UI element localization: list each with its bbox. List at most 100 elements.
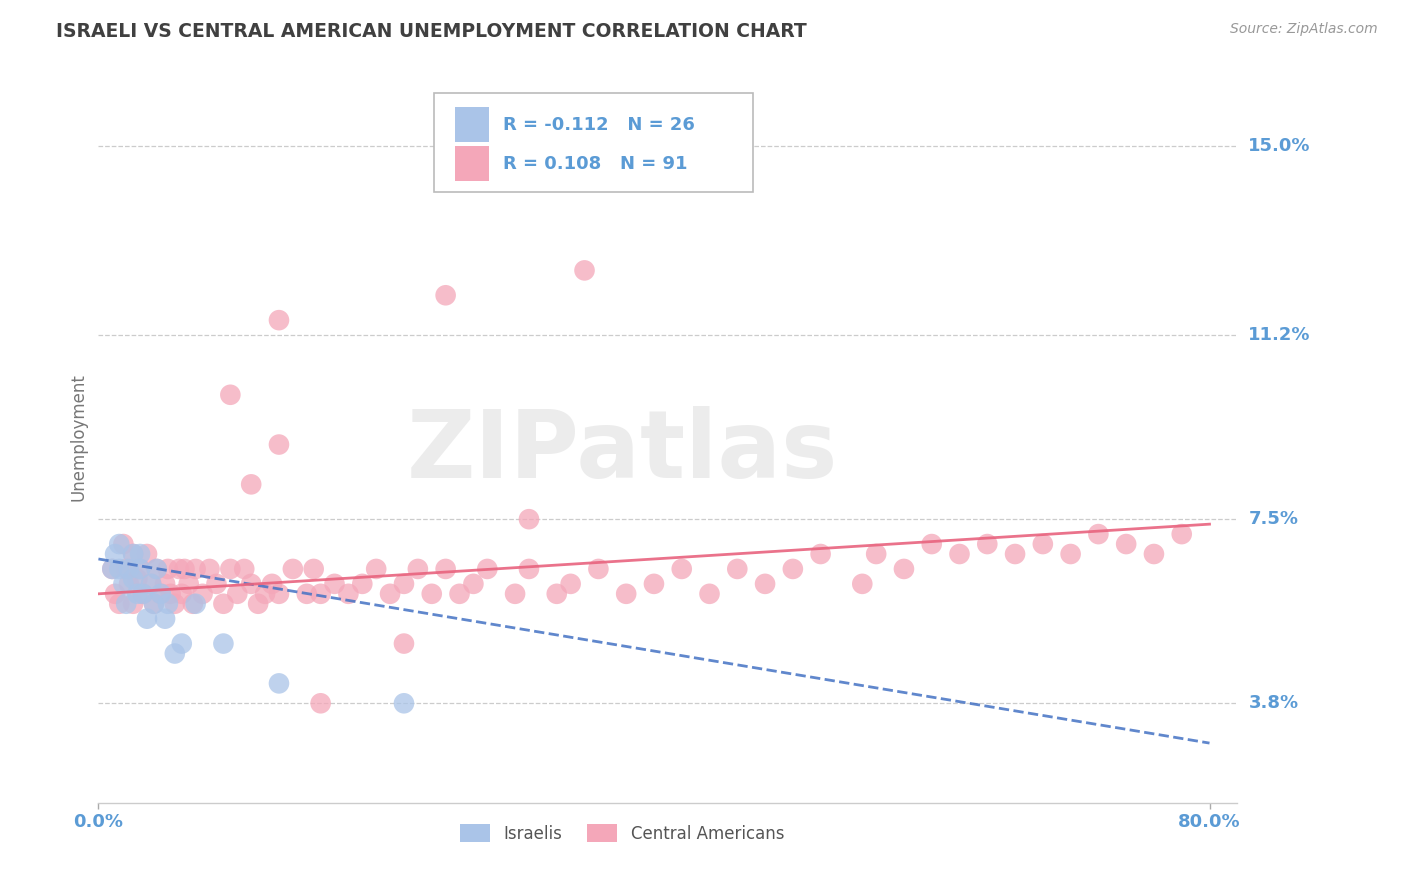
Point xyxy=(129,562,152,576)
Point xyxy=(112,577,135,591)
Point xyxy=(219,388,242,402)
Point xyxy=(156,562,179,576)
Point xyxy=(477,562,499,576)
Point xyxy=(149,587,172,601)
Point xyxy=(173,562,195,576)
Point xyxy=(434,562,457,576)
Point xyxy=(921,537,943,551)
Point xyxy=(143,597,166,611)
Point xyxy=(143,597,166,611)
Legend: Israelis, Central Americans: Israelis, Central Americans xyxy=(454,818,792,849)
Point xyxy=(392,577,415,591)
Point xyxy=(434,288,457,302)
Point xyxy=(725,562,748,576)
Point xyxy=(240,577,263,591)
Point xyxy=(267,587,290,601)
Point xyxy=(517,512,540,526)
Point xyxy=(156,597,179,611)
Point xyxy=(267,437,290,451)
Point xyxy=(352,577,374,591)
Point xyxy=(948,547,970,561)
Point xyxy=(115,562,138,576)
Point xyxy=(643,577,665,591)
Point xyxy=(122,547,145,561)
Point xyxy=(118,562,141,576)
Point xyxy=(101,562,124,576)
Point xyxy=(170,636,193,650)
Text: 3.8%: 3.8% xyxy=(1249,694,1299,713)
Point xyxy=(108,562,131,576)
Point xyxy=(122,597,145,611)
Text: 11.2%: 11.2% xyxy=(1249,326,1310,344)
Text: R = 0.108   N = 91: R = 0.108 N = 91 xyxy=(503,154,688,172)
Y-axis label: Unemployment: Unemployment xyxy=(69,373,87,501)
Text: R = -0.112   N = 26: R = -0.112 N = 26 xyxy=(503,116,695,134)
Point xyxy=(240,477,263,491)
Point xyxy=(851,577,873,591)
Point xyxy=(309,587,332,601)
Point xyxy=(267,313,290,327)
Point xyxy=(159,587,181,601)
Point xyxy=(782,562,804,576)
Point xyxy=(560,577,582,591)
Bar xyxy=(456,146,489,181)
Text: ZIPatlas: ZIPatlas xyxy=(406,406,838,498)
Point xyxy=(574,263,596,277)
Text: 15.0%: 15.0% xyxy=(1249,137,1310,155)
Point xyxy=(141,577,163,591)
Point xyxy=(281,562,304,576)
Point xyxy=(163,647,186,661)
Point xyxy=(295,587,318,601)
Point xyxy=(517,562,540,576)
Point xyxy=(1115,537,1137,551)
Point xyxy=(122,547,145,561)
Point xyxy=(309,696,332,710)
Point xyxy=(247,597,270,611)
Point xyxy=(198,562,221,576)
Point xyxy=(1059,547,1081,561)
Point xyxy=(323,577,346,591)
Point xyxy=(127,587,149,601)
Point xyxy=(132,587,155,601)
Point xyxy=(1032,537,1054,551)
Point xyxy=(136,612,159,626)
Point xyxy=(115,597,138,611)
Point xyxy=(104,587,127,601)
Point xyxy=(420,587,443,601)
Point xyxy=(226,587,249,601)
Point xyxy=(378,587,401,601)
Point xyxy=(1143,547,1166,561)
Point xyxy=(267,676,290,690)
Point xyxy=(810,547,832,561)
Point xyxy=(614,587,637,601)
Point xyxy=(122,572,145,586)
Point xyxy=(392,636,415,650)
Point xyxy=(101,562,124,576)
Point xyxy=(406,562,429,576)
Point xyxy=(1004,547,1026,561)
Point xyxy=(302,562,325,576)
Point xyxy=(108,597,131,611)
Point xyxy=(392,696,415,710)
Point xyxy=(170,587,193,601)
Point xyxy=(754,577,776,591)
FancyBboxPatch shape xyxy=(434,94,754,192)
Bar xyxy=(456,107,489,143)
Point xyxy=(1170,527,1192,541)
Point xyxy=(366,562,388,576)
Point xyxy=(132,587,155,601)
Point xyxy=(254,587,277,601)
Point xyxy=(145,562,167,576)
Point xyxy=(108,537,131,551)
Point xyxy=(112,537,135,551)
Point xyxy=(184,597,207,611)
Point xyxy=(191,587,214,601)
Point xyxy=(260,577,283,591)
Point xyxy=(588,562,610,576)
Point xyxy=(212,597,235,611)
Point xyxy=(212,636,235,650)
Point xyxy=(184,562,207,576)
Point xyxy=(145,562,167,576)
Point xyxy=(181,597,204,611)
Point xyxy=(167,562,190,576)
